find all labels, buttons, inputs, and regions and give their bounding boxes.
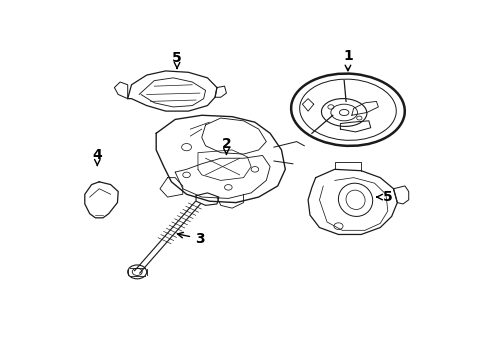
Text: 2: 2	[221, 138, 231, 154]
Text: 5: 5	[172, 51, 182, 68]
Text: 1: 1	[343, 49, 353, 71]
Text: 4: 4	[93, 148, 102, 166]
Text: 5: 5	[377, 190, 392, 204]
Text: 3: 3	[177, 231, 205, 246]
